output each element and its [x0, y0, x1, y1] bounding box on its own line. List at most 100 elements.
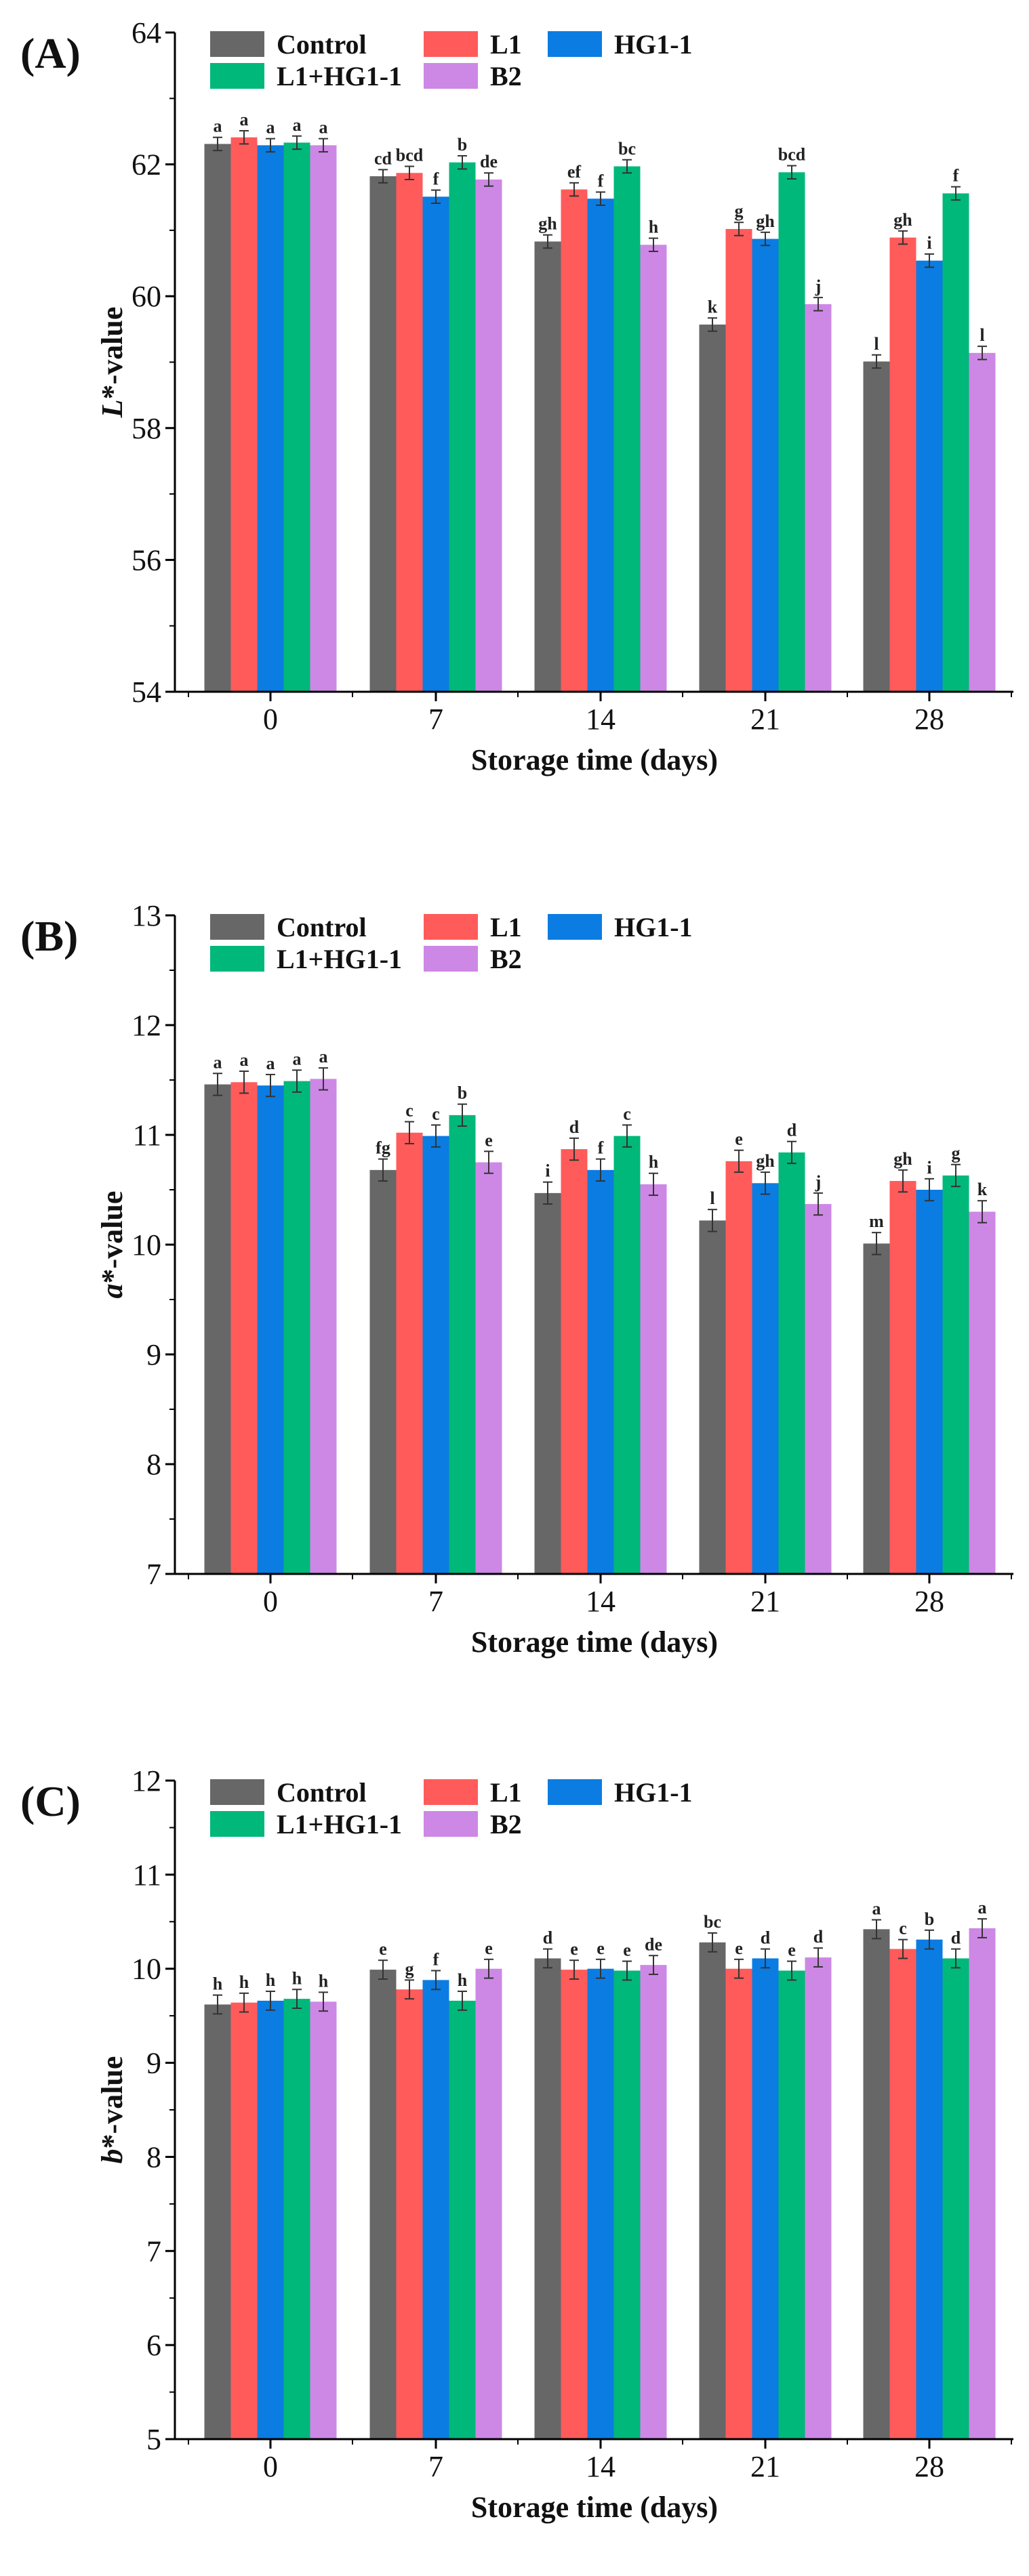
significance-letter: g	[405, 1959, 414, 1978]
x-tick-label: 28	[914, 2450, 944, 2483]
significance-letter: a	[240, 1050, 249, 1070]
significance-letter: l	[874, 334, 879, 354]
significance-letter: h	[319, 1971, 329, 1991]
significance-letter: g	[952, 1144, 961, 1163]
bar-B2-day0	[310, 2001, 337, 2439]
x-tick-label: 28	[914, 703, 944, 736]
error-bar	[787, 1960, 796, 1981]
error-bar	[569, 1959, 579, 1980]
error-bar	[319, 138, 328, 153]
x-axis-label: Storage time (days)	[471, 743, 718, 776]
x-tick-label: 21	[750, 703, 780, 736]
error-bar	[977, 1200, 987, 1224]
legend-swatch	[424, 914, 478, 940]
error-bar	[378, 1158, 388, 1182]
significance-letter: l	[980, 325, 984, 345]
significance-letter: bc	[618, 139, 636, 159]
bar-Control-day0	[204, 144, 231, 692]
error-bar	[787, 165, 796, 180]
error-bar	[292, 1069, 302, 1093]
legend-item-1: L1	[424, 912, 522, 942]
legend-label: HG1-1	[614, 1777, 693, 1808]
bar-HG1-1-day28	[916, 1190, 943, 1574]
x-tick-label: 0	[263, 2450, 278, 2483]
y-tick-label: 58	[132, 412, 161, 445]
error-bar	[734, 1149, 744, 1173]
bar-B2-day28	[969, 1211, 996, 1574]
significance-letter: h	[458, 1970, 468, 1990]
significance-letter: a	[266, 118, 275, 138]
y-tick-label: 12	[132, 1009, 161, 1042]
significance-letter: f	[598, 171, 604, 190]
panel-label: (B)	[20, 912, 78, 960]
error-bar	[266, 1991, 275, 2011]
error-bar	[292, 135, 302, 150]
x-tick-label: 14	[586, 2450, 616, 2483]
error-bar	[239, 1992, 249, 2013]
significance-letter: fg	[376, 1138, 390, 1158]
x-axis-label: Storage time (days)	[471, 2491, 718, 2524]
significance-letter: a	[319, 1047, 328, 1066]
legend-swatch	[210, 1811, 264, 1837]
error-bar	[951, 1163, 961, 1188]
error-bar	[925, 1178, 934, 1202]
significance-letter: c	[899, 1919, 907, 1938]
x-tick-label: 21	[750, 2450, 780, 2483]
legend-label: B2	[490, 61, 522, 91]
bar-L1+HG1-1-day14	[613, 1136, 641, 1574]
error-bar	[596, 191, 605, 206]
error-bar	[622, 1960, 632, 1981]
bar-L1-day7	[396, 1132, 423, 1574]
legend-label: Control	[277, 1777, 367, 1808]
bar-L1-day0	[230, 2002, 258, 2439]
x-tick-label: 0	[263, 703, 278, 736]
significance-letter: f	[953, 166, 959, 186]
legend-swatch	[424, 31, 478, 57]
significance-letter: d	[761, 1928, 771, 1948]
y-axis-label-suffix: *-value	[96, 1191, 129, 1284]
error-bar	[213, 1994, 222, 2015]
y-axis-label-variable: b	[96, 2148, 129, 2163]
bar-Control-day7	[369, 176, 397, 692]
y-tick-label: 10	[132, 1228, 161, 1262]
error-bar	[239, 129, 249, 145]
significance-letter: bcd	[396, 146, 424, 165]
legend-item-2: HG1-1	[548, 912, 693, 942]
bar-Control-day14	[534, 1192, 561, 1574]
bar-Control-day21	[699, 325, 726, 692]
bar-L1-day21	[725, 228, 752, 692]
significance-letter: c	[432, 1104, 440, 1123]
legend-label: B2	[490, 1809, 522, 1840]
error-bar	[761, 1171, 770, 1195]
bar-B2-day14	[640, 1965, 667, 2439]
significance-letter: c	[623, 1104, 631, 1123]
legend-label: HG1-1	[614, 29, 693, 60]
error-bar	[734, 1958, 744, 1979]
legend-label: L1+HG1-1	[277, 61, 402, 91]
y-axis-label-suffix: *-value	[96, 307, 129, 400]
bar-L1+HG1-1-day28	[942, 193, 969, 692]
y-axis-label: L*-value	[96, 307, 129, 419]
error-bar	[484, 1958, 493, 1979]
significance-letter: h	[292, 1968, 302, 1988]
bar-L1+HG1-1-day14	[613, 1970, 641, 2439]
bar-Control-day14	[534, 1958, 561, 2439]
error-bar	[977, 346, 987, 360]
y-tick-label: 9	[146, 2047, 161, 2080]
error-bar	[708, 1209, 717, 1232]
bar-L1-day7	[396, 1989, 423, 2439]
legend-item-3: L1+HG1-1	[210, 61, 402, 91]
bar-L1-day14	[561, 1149, 588, 1574]
bar-HG1-1-day0	[257, 145, 284, 692]
x-tick-label: 7	[428, 1585, 443, 1618]
panel-label: (C)	[20, 1777, 81, 1825]
significance-letter: h	[239, 1972, 249, 1992]
bar-L1+HG1-1-day0	[283, 142, 310, 692]
bar-L1-day7	[396, 173, 423, 692]
error-bar	[431, 189, 441, 205]
significance-letter: m	[869, 1211, 884, 1231]
y-axis-label-suffix: *-value	[96, 2056, 129, 2149]
bar-B2-day7	[475, 1968, 502, 2439]
legend-swatch	[210, 1779, 264, 1805]
